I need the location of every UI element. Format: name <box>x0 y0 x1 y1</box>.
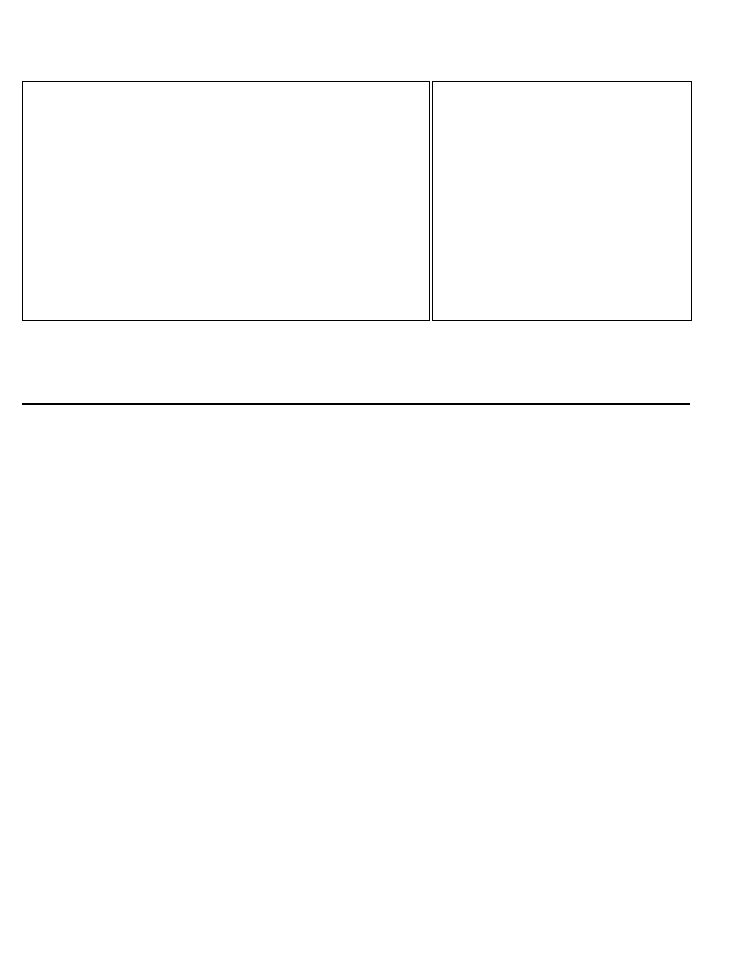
spectral-distribution-chart <box>23 82 429 320</box>
charts-row <box>22 81 728 321</box>
render-index-row <box>22 343 728 364</box>
spectral-distribution-chart-box <box>22 81 430 321</box>
report-page <box>0 0 750 405</box>
cie1931-chromaticity-diagram <box>433 82 691 320</box>
cie1931-diagram-box <box>432 81 692 321</box>
render-index-row <box>22 364 728 385</box>
render-index-block <box>22 343 728 385</box>
section-divider <box>22 403 690 405</box>
